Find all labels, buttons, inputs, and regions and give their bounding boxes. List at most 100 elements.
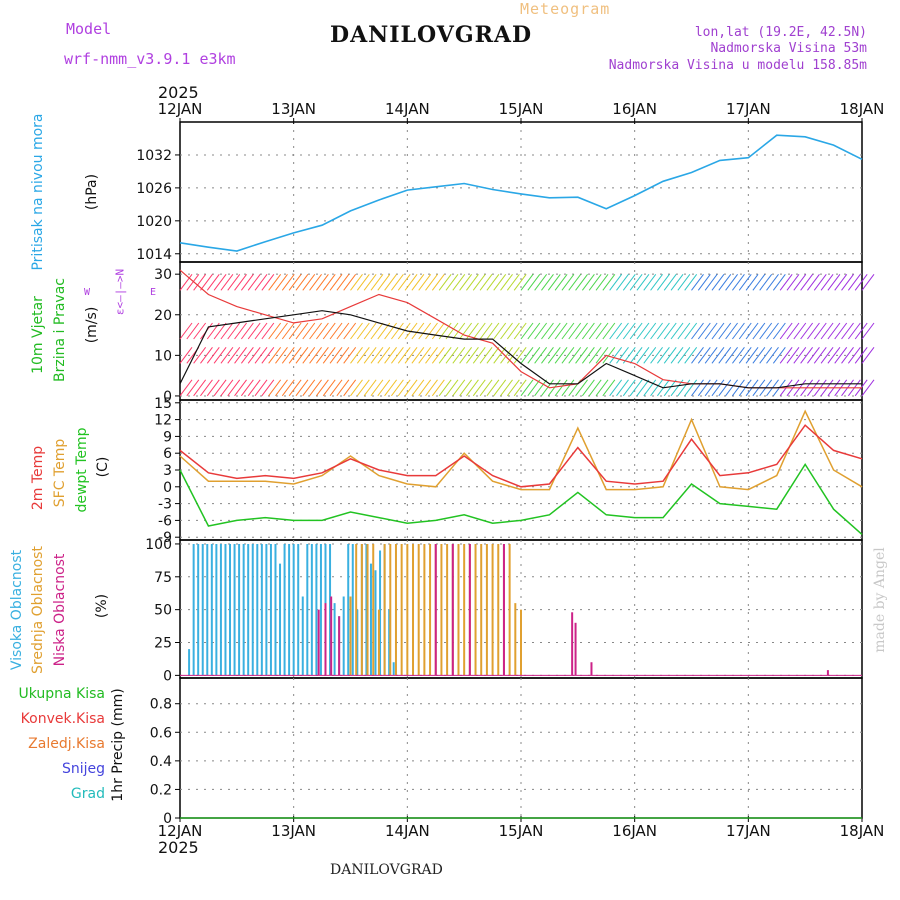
wind-barb-1 <box>854 347 868 364</box>
wind-barb-0 <box>288 379 302 397</box>
wind-barb-0 <box>261 379 275 397</box>
wind-barb-2 <box>534 322 548 340</box>
wind-barb-0 <box>691 379 704 397</box>
wind-barb-3 <box>732 273 745 291</box>
wind-barb-3 <box>227 273 241 291</box>
wind-barb-1 <box>295 347 309 364</box>
wind-barb-0 <box>732 379 745 397</box>
wind-barb-3 <box>370 273 384 291</box>
wind-barb-1 <box>561 347 575 364</box>
wind-barb-0 <box>247 379 261 397</box>
wind-barb-1 <box>581 347 595 364</box>
wind-barb-2 <box>281 322 295 340</box>
wind-barb-0 <box>425 379 438 397</box>
wind-barb-2 <box>472 322 486 340</box>
sfc-temp-line <box>179 409 863 491</box>
wind-barb-2 <box>479 322 493 340</box>
wind-barb-0 <box>315 379 329 397</box>
wind-barb-2 <box>616 322 629 340</box>
wind-barb-3 <box>466 273 479 291</box>
wind-barb-1 <box>493 347 507 364</box>
page-title: DANILOVGRAD <box>330 22 533 48</box>
wind-barb-1 <box>827 347 841 364</box>
wind-barb-1 <box>404 347 418 364</box>
wind-barb-3 <box>657 273 670 291</box>
wind-barb-0 <box>268 379 282 397</box>
wind-barb-2 <box>813 322 827 340</box>
wind-barb-2 <box>752 322 766 340</box>
wind-barb-3 <box>800 273 814 291</box>
wind-barb-0 <box>520 379 534 397</box>
wind-barb-1 <box>602 347 616 364</box>
wind-barb-1 <box>861 347 875 364</box>
wind-barb-2 <box>193 322 207 340</box>
wind-barb-2 <box>684 322 698 340</box>
model-name: wrf-nmm_v3.9.1 e3km <box>64 50 236 68</box>
wind-barb-2 <box>186 322 200 340</box>
wind-barb-0 <box>391 379 404 397</box>
wind-barb-0 <box>500 379 513 397</box>
wind-barb-3 <box>568 273 582 291</box>
wind-barb-3 <box>663 273 677 291</box>
wind-barb-1 <box>234 347 247 364</box>
wind-barb-1 <box>588 347 602 364</box>
wind-barb-3 <box>772 273 786 291</box>
wind-barb-3 <box>200 273 213 291</box>
wind-barb-0 <box>711 379 725 397</box>
wind-barb-0 <box>370 379 384 397</box>
wind-barb-3 <box>513 273 527 291</box>
wind-barb-0 <box>411 379 425 397</box>
wind-barb-3 <box>704 273 718 291</box>
temp-2m-line <box>179 424 863 488</box>
wind-barb-1 <box>711 347 725 364</box>
wind-barb-2 <box>575 322 588 340</box>
wind-barb-2 <box>725 322 738 340</box>
wind-barb-1 <box>431 347 445 364</box>
wind-barb-3 <box>506 273 520 291</box>
wind-barb-0 <box>220 379 234 397</box>
wind-barb-2 <box>322 322 336 340</box>
altitude-label: Nadmorska Visina 53m <box>710 41 867 56</box>
wind-barb-3 <box>268 273 282 291</box>
panel-frame-precip <box>179 677 863 819</box>
x-bottom-label: 17JAN <box>726 822 771 840</box>
precip-legend-total: Ukupna Kisa <box>18 686 105 702</box>
wind-barb-3 <box>691 273 704 291</box>
wind-barb-1 <box>377 347 391 364</box>
wind-barb-0 <box>452 379 466 397</box>
wind-barb-1 <box>411 347 425 364</box>
wind-barb-2 <box>541 322 554 340</box>
wind-barb-3 <box>240 273 254 291</box>
wind-barb-3 <box>629 273 643 291</box>
wind-barb-2 <box>418 322 432 340</box>
wind-barb-0 <box>336 379 350 397</box>
wind-barb-2 <box>554 322 568 340</box>
wind-barb-3 <box>718 273 732 291</box>
wind-barb-3 <box>500 273 513 291</box>
wind-barb-3 <box>547 273 561 291</box>
wind-barb-0 <box>254 379 268 397</box>
wind-barb-0 <box>431 379 445 397</box>
ytick-label-clouds: 25 <box>154 636 172 652</box>
wind-barb-3 <box>411 273 425 291</box>
wind-barb-1 <box>766 347 779 364</box>
wind-barb-1 <box>213 347 227 364</box>
wind-barb-1 <box>240 347 254 364</box>
precip-legend-snow: Snijeg <box>61 761 105 777</box>
wind-barb-1 <box>438 347 452 364</box>
wind-barb-1 <box>732 347 745 364</box>
wind-barb-0 <box>602 379 616 397</box>
x-top-label: 18JAN <box>840 100 885 118</box>
wind-barb-1 <box>677 347 691 364</box>
wind-barb-0 <box>445 379 459 397</box>
wind-barb-1 <box>206 347 220 364</box>
wind-barb-1 <box>179 347 193 364</box>
wind-barb-3 <box>493 273 507 291</box>
x-top-label: 17JAN <box>726 100 771 118</box>
x-bottom-label: 13JAN <box>271 822 316 840</box>
wind-barb-0 <box>200 379 213 397</box>
wind-barb-2 <box>520 322 534 340</box>
wind-barb-1 <box>261 347 275 364</box>
wind-barb-1 <box>486 347 500 364</box>
wind-barb-0 <box>193 379 207 397</box>
